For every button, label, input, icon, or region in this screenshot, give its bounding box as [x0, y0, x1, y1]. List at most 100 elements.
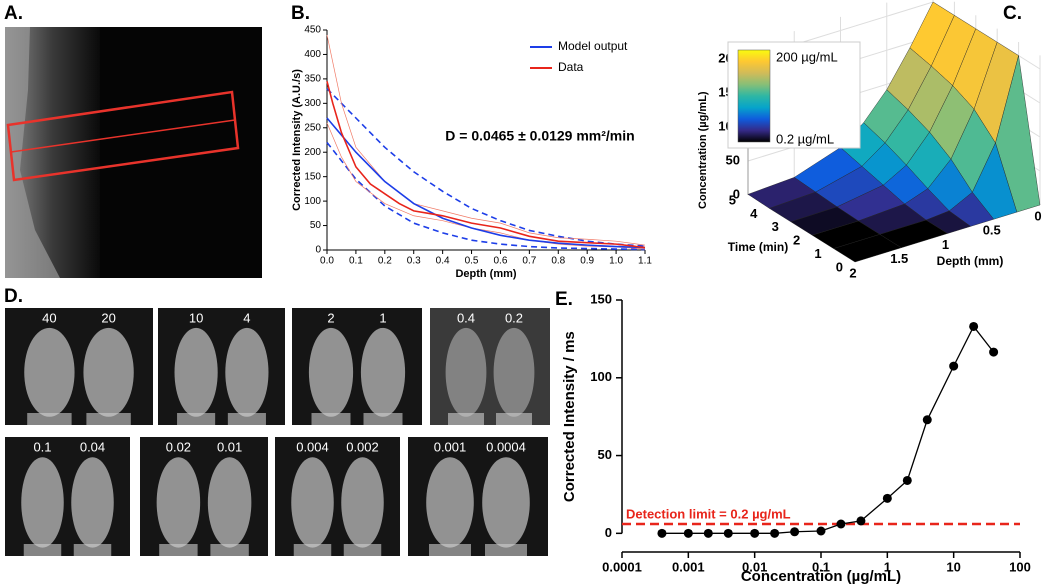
concentration-label: 0.1	[33, 439, 51, 454]
sample-holder	[27, 413, 72, 425]
y-tick-label: 5	[729, 192, 736, 207]
sample-holder	[485, 544, 527, 556]
concentration-label: 0.4	[457, 310, 475, 325]
annotation: D = 0.0465 ± 0.0129 mm²/min	[445, 128, 634, 144]
panel-label: E.	[555, 289, 573, 310]
z-tick-label: 50	[726, 152, 740, 167]
sample-holder	[159, 544, 198, 556]
concentration-label: 40	[42, 310, 56, 325]
x-axis-label: Concentration (µg/mL)	[741, 568, 901, 585]
bound-line	[326, 88, 646, 247]
data-point	[816, 526, 826, 536]
x-tick-label: 0.001	[672, 559, 705, 574]
y-tick-label: 4	[750, 206, 758, 221]
x-tick-label: 10	[946, 559, 960, 574]
x-tick-label: 0.9	[580, 256, 594, 267]
sample-holder	[496, 413, 532, 425]
tissue-sample	[21, 457, 64, 548]
concentration-label: 0.0004	[486, 439, 526, 454]
colorbar-label: 0.2 µg/mL	[776, 131, 834, 146]
tissue-sample	[174, 327, 218, 417]
x-tick-label: 0.1	[349, 256, 363, 267]
y-tick-label: 250	[304, 122, 321, 133]
legend-label: Data	[558, 60, 584, 74]
y-tick-label: 100	[590, 369, 612, 384]
bound-line	[326, 141, 646, 251]
x-axis-label: Depth (mm)	[937, 254, 1004, 268]
concentration-label: 2	[327, 310, 334, 325]
y-tick-label: 350	[304, 74, 321, 85]
data-point	[703, 528, 713, 538]
tissue-sample	[24, 327, 75, 417]
data-point	[790, 527, 800, 537]
x-tick-label: 0.5	[983, 223, 1001, 238]
tissue-sample	[445, 327, 487, 417]
tissue-sample	[426, 457, 474, 548]
sample-holder	[210, 544, 249, 556]
x-tick-label: 0.2	[378, 256, 392, 267]
concentration-label: 4	[243, 310, 250, 325]
concentration-label: 0.004	[296, 439, 329, 454]
tissue-sample	[156, 457, 201, 548]
x-tick-label: 100	[1009, 559, 1031, 574]
tissue-sample	[493, 327, 535, 417]
y-tick-label: 400	[304, 49, 321, 60]
x-tick-label: 0.01	[742, 559, 767, 574]
concentration-label: 0.002	[346, 439, 379, 454]
series-line	[326, 117, 646, 249]
data-point	[836, 519, 846, 529]
bound-line	[326, 34, 646, 246]
sample-holder	[23, 544, 62, 556]
data-point	[922, 415, 932, 425]
y-tick-label: 200	[304, 147, 321, 158]
y-tick-label: 450	[304, 25, 321, 36]
concentration-label: 0.04	[80, 439, 105, 454]
x-tick-label: 1.5	[890, 251, 908, 266]
data-point	[770, 528, 780, 538]
data-point	[723, 528, 733, 538]
panel-label: A.	[4, 3, 23, 24]
tissue-sample	[225, 327, 269, 417]
x-tick-label: 1.0	[609, 256, 623, 267]
x-tick-label: 0.0001	[602, 559, 642, 574]
y-tick-label: 0	[836, 259, 843, 274]
x-tick-label: 0.3	[407, 256, 421, 267]
y-tick-label: 1	[814, 246, 821, 261]
panel-a-image	[5, 27, 262, 278]
concentration-label: 20	[101, 310, 115, 325]
x-tick-label: 2	[849, 265, 856, 280]
surface-patch	[833, 234, 902, 263]
x-tick-label: 0.7	[522, 256, 536, 267]
colorbar-label: 200 µg/mL	[776, 49, 838, 64]
concentration-label: 0.02	[166, 439, 191, 454]
tissue-sample	[308, 327, 354, 417]
colorbar	[737, 49, 771, 143]
y-tick-label: 100	[304, 196, 321, 207]
concentration-label: 10	[189, 310, 203, 325]
x-tick-label: 0.8	[551, 256, 565, 267]
series-line	[326, 81, 646, 249]
tissue-sample	[71, 457, 114, 548]
z-axis-label: Concentration (µg/mL)	[697, 91, 709, 209]
tissue-sample	[341, 457, 384, 548]
y-tick-label: 150	[590, 291, 612, 306]
x-tick-label: 1	[942, 237, 949, 252]
data-point	[969, 321, 979, 331]
tissue-sample	[291, 457, 334, 548]
y-tick-label: 0	[315, 245, 321, 256]
y-tick-label: 3	[772, 219, 779, 234]
sample-holder	[293, 544, 332, 556]
x-tick-label: 1	[884, 559, 891, 574]
sample-holder	[227, 413, 266, 425]
data-point	[882, 493, 892, 503]
x-tick-label: 0.0	[320, 256, 334, 267]
y-axis-label: Corrected Intensity (A.U./s)	[291, 69, 303, 211]
x-tick-label: 0.5	[465, 256, 479, 267]
x-tick-label: 0.6	[494, 256, 508, 267]
sample-holder	[86, 413, 131, 425]
concentration-label: 0.001	[434, 439, 467, 454]
panel-label: D.	[4, 286, 23, 307]
y-axis-label: Time (min)	[728, 240, 788, 254]
series-line	[661, 325, 995, 534]
